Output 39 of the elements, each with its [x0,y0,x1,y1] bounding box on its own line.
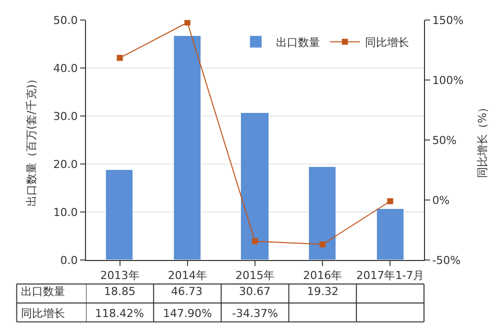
y-tick-label: 30.0 [53,110,78,123]
x-tick-label: 2014年 [168,269,207,282]
data-label: 46.73 [171,285,202,298]
x-tick-label: 2015年 [236,269,274,282]
point [320,241,326,248]
y2-tick-label: -50% [432,254,461,267]
y-tick-label: 20.0 [53,158,78,171]
point [116,54,123,61]
x-tick-label: 2017年1-7月 [356,269,424,282]
point [184,20,190,26]
y2-axis-title: 同比增长（%） [476,102,489,178]
text: 同比增长 [21,307,65,320]
y-tick-label: 10.0 [53,206,78,219]
bar [376,208,404,260]
y-tick-label: 50.0 [53,14,78,27]
data-label: -34.37% [232,307,278,320]
data-label: 118.42% [95,307,144,320]
data-label: 30.67 [239,285,270,298]
legend-label: 出口数量 [276,36,320,49]
y-tick-label: 0.0 [60,254,78,267]
legend-label: 同比增长 [364,36,409,49]
point [387,198,394,204]
y2-tick-label: 150% [432,14,464,27]
y-axis-title: 出口数量（百万(套/千克)） [24,73,38,207]
data-label: 19.32 [307,285,338,298]
data-label: 147.90% [163,307,212,320]
data-label: 18.85 [104,285,136,298]
x-tick-label: 2016年 [303,269,342,282]
bar [106,170,133,260]
point [252,238,258,244]
bar [174,36,201,260]
bar [240,112,269,260]
text: 出口数量 [21,285,65,298]
x-tick-label: 2013年 [100,269,140,282]
bar [308,166,336,260]
y2-tick-label: 0% [432,194,450,207]
y-tick-label: 40.0 [53,62,78,75]
y2-tick-label: 50% [432,134,457,147]
y2-tick-label: 100% [432,74,464,87]
